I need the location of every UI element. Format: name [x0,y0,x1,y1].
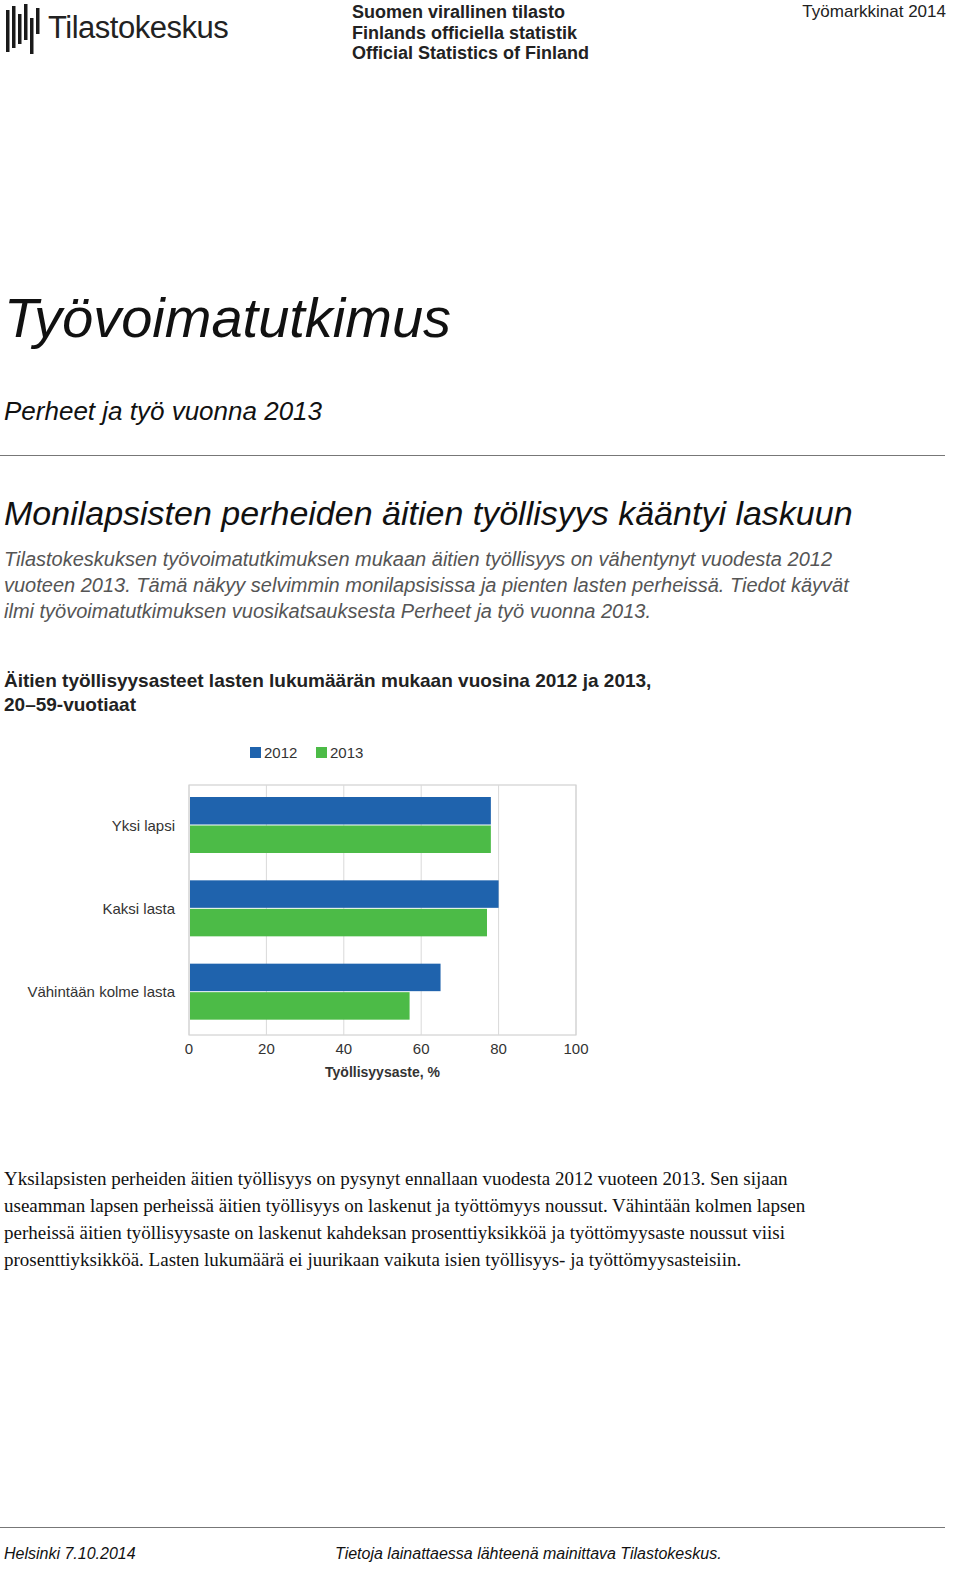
legend-swatch [250,747,261,758]
logo-stripe [36,8,40,34]
logo-stripe [30,18,34,54]
tick-label: 80 [490,1040,507,1057]
bar [190,992,410,1020]
official-statistics-line: Official Statistics of Finland [352,43,589,64]
bar [190,826,491,854]
subtitle: Perheet ja työ vuonna 2013 [4,397,322,427]
category-label: Kaksi lasta [102,900,175,917]
tick-label: 20 [258,1040,275,1057]
footer-rule [0,1527,945,1528]
chart-title: Äitien työllisyysasteet lasten lukumäärä… [4,669,659,717]
legend-label: 2013 [330,744,363,761]
logo-stripe [24,4,28,40]
axis-title: Työllisyysaste, % [325,1064,440,1080]
category-label: Vähintään kolme lasta [27,983,175,1000]
intro-line: vuoteen 2013. Tämä näkyy selvimmin monil… [4,574,849,597]
bar [190,797,491,825]
bar [190,880,499,908]
logo-stripe [12,6,16,48]
bar [190,909,487,937]
bars [190,797,499,1020]
tick-label: 40 [335,1040,352,1057]
logo-stripe [6,10,10,52]
official-statistics-line: Finlands officiella statistik [352,23,577,44]
legend-swatch [316,747,327,758]
body-line: prosenttiyksikköä. Lasten lukumäärä ei j… [4,1249,741,1271]
grid-line [189,785,190,1035]
bar [190,964,441,992]
footer-note: Tietoja lainattaessa lähteenä mainittava… [335,1545,722,1563]
headline: Monilapsisten perheiden äitien työllisyy… [4,494,853,533]
official-statistics-line: Suomen virallinen tilasto [352,2,565,23]
publication-topic: Työmarkkinat 2014 [802,2,946,22]
category-label: Yksi lapsi [112,817,175,834]
intro-line: Tilastokeskuksen työvoimatutkimuksen muk… [4,548,832,571]
page-graphics: 0 20 40 60 80 100 Työllisyysaste, % Yksi lapsi K… [0,0,960,1585]
body-line: perheissä äitien työllisyysaste on laske… [4,1222,785,1244]
body-line: useamman lapsen perheissä äitien työllis… [4,1195,805,1217]
legend: 2012 2013 [250,744,363,761]
title: Työvoimatutkimus [4,286,451,350]
logo-stripe [18,14,22,44]
grid-line [576,785,577,1035]
title-rule [0,455,945,456]
logo-icon [6,4,40,54]
plot-frame [189,785,576,1035]
body-line: Yksilapsisten perheiden äitien työllisyy… [4,1168,788,1190]
chart: 0 20 40 60 80 100 Työllisyysaste, % Yksi lapsi K… [27,744,588,1080]
intro-line: ilmi työvoimatutkimuksen vuosikatsaukses… [4,600,651,623]
tick-label: 0 [185,1040,193,1057]
tick-label: 100 [563,1040,588,1057]
tick-label: 60 [413,1040,430,1057]
grid-line [498,785,499,1035]
footer-date: Helsinki 7.10.2014 [4,1545,136,1563]
logo-text: Tilastokeskus [48,10,228,46]
legend-label: 2012 [264,744,297,761]
